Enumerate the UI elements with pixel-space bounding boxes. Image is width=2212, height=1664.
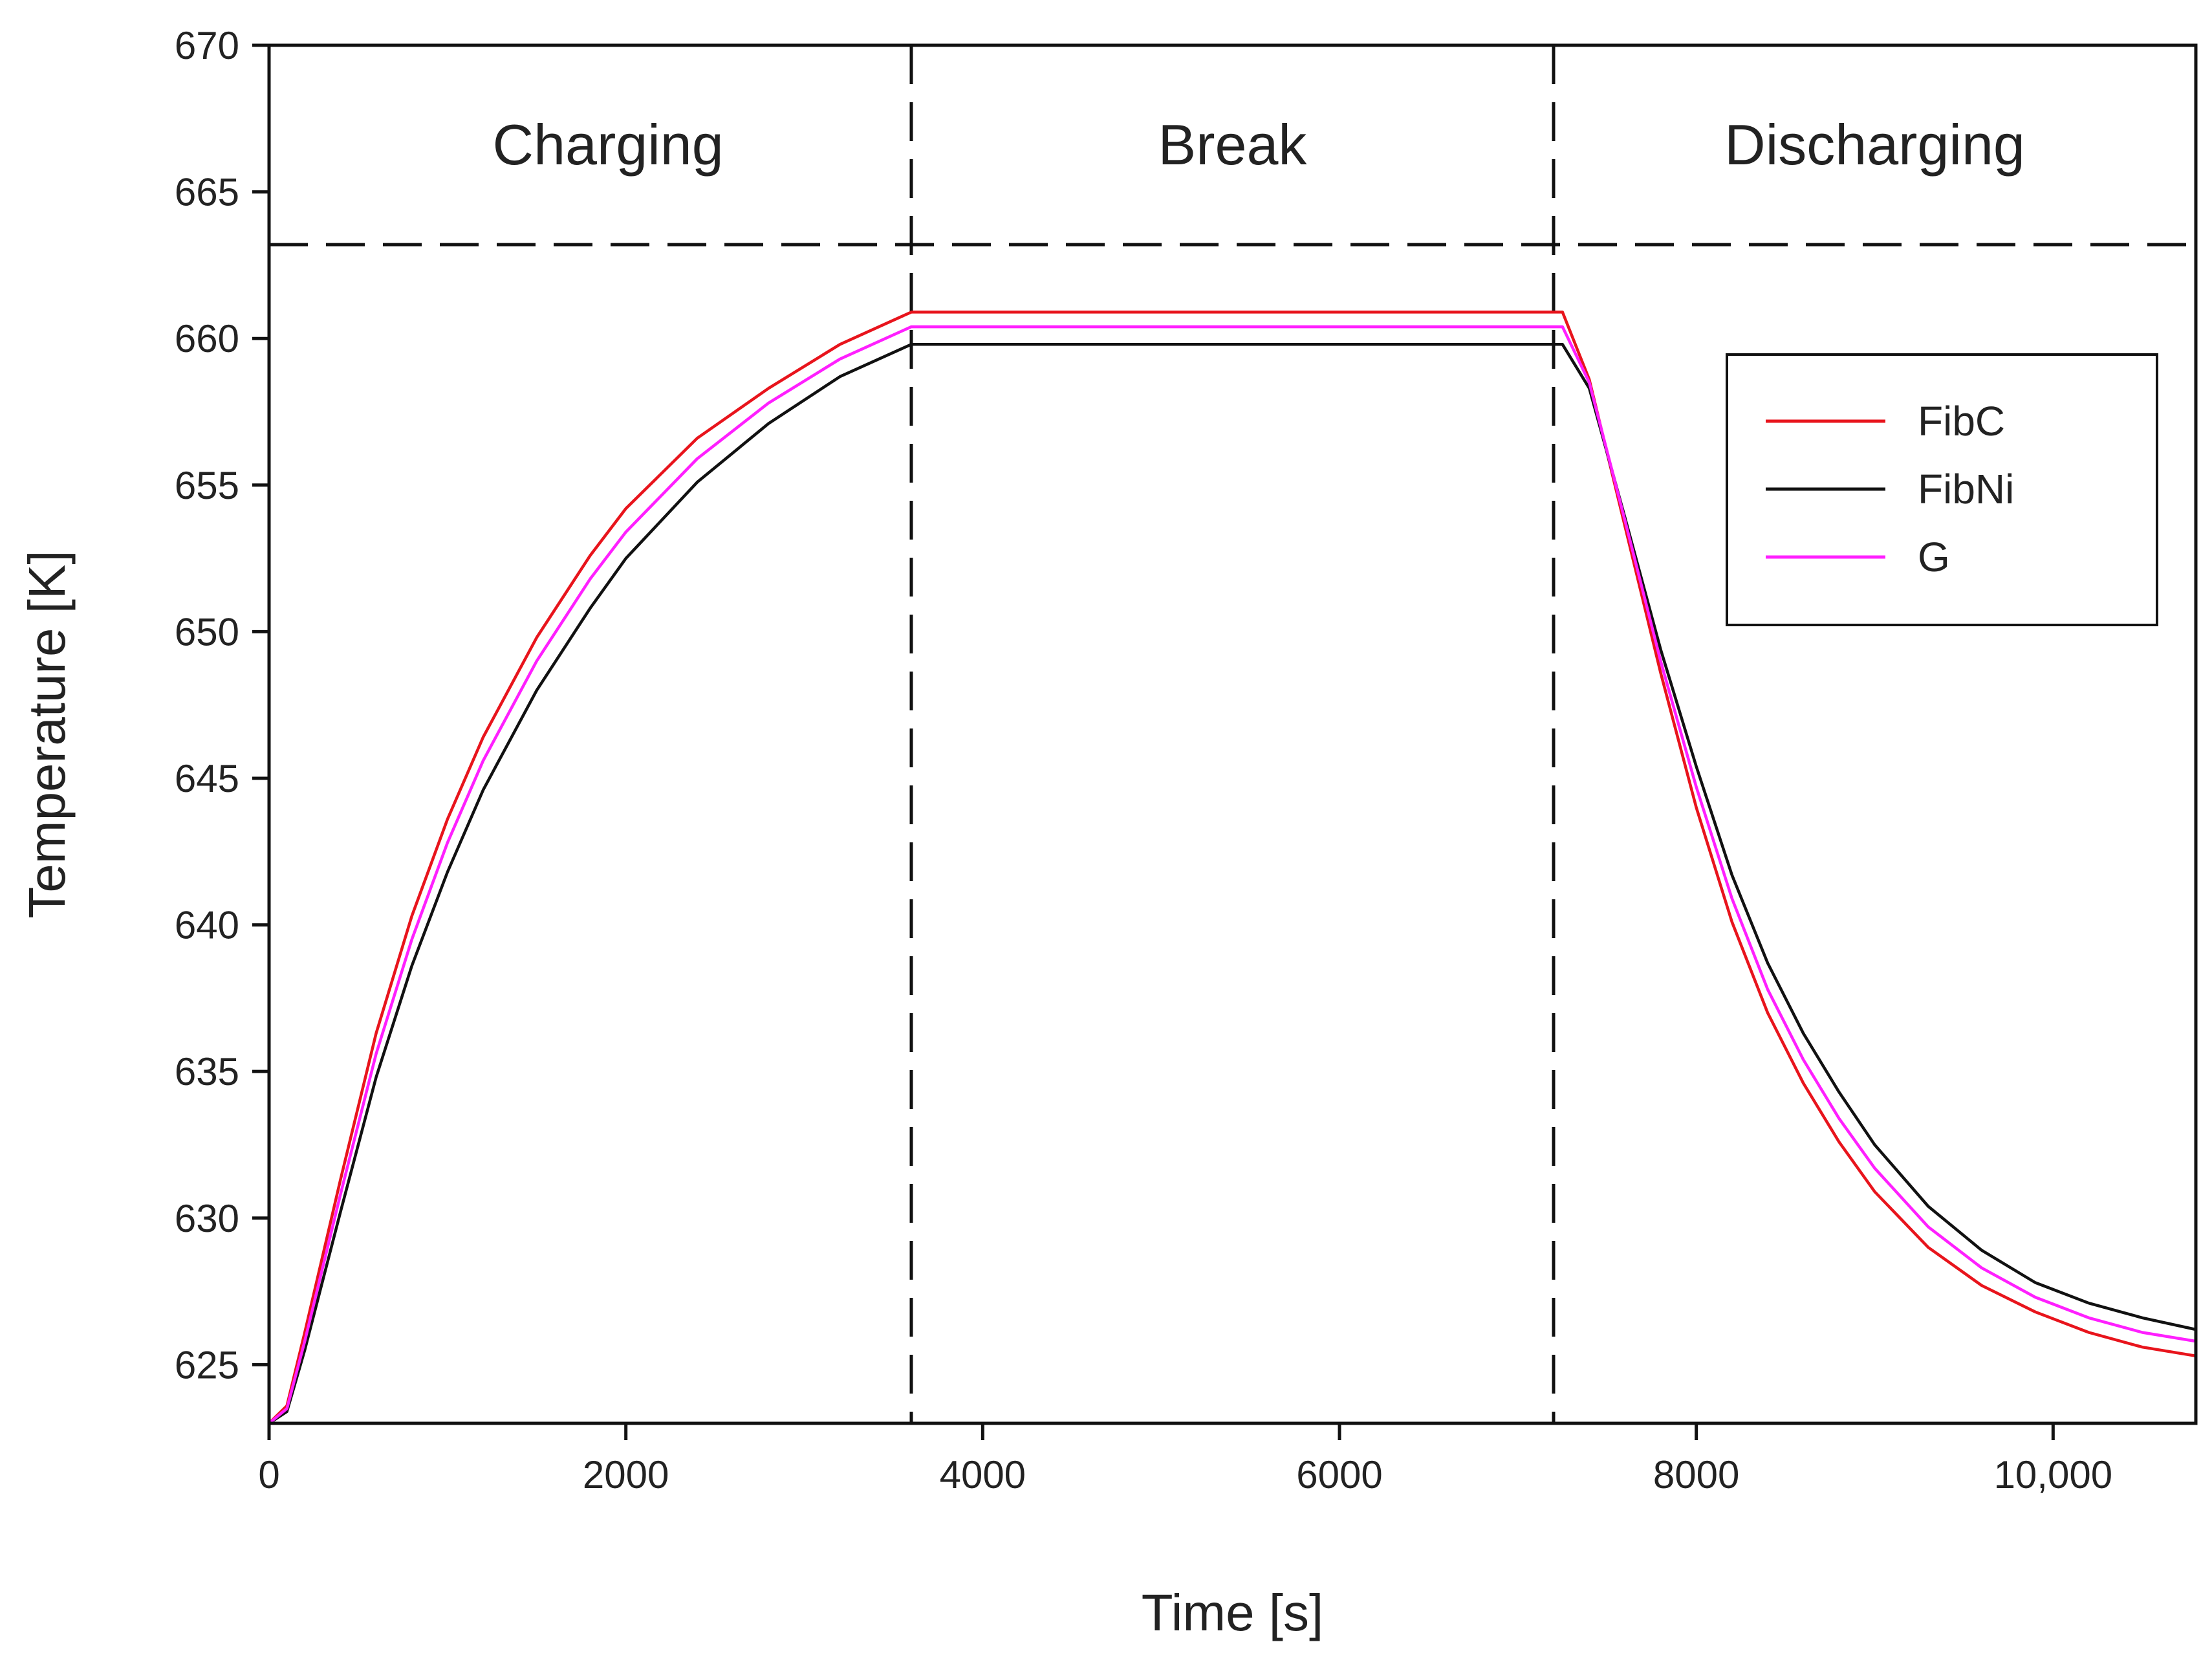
y-tick-label: 665: [175, 171, 239, 214]
phase-label-break: Break: [1158, 113, 1308, 177]
legend-label-fibni: FibNi: [1918, 466, 2014, 512]
x-tick-label: 0: [258, 1453, 279, 1496]
x-axis-title: Time [s]: [1142, 1584, 1323, 1641]
series-line-fibni: [267, 343, 2198, 1425]
x-tick-label: 8000: [1653, 1453, 1739, 1496]
legend-label-g: G: [1918, 534, 1950, 580]
x-tick-label: 4000: [940, 1453, 1026, 1496]
y-tick-label: 630: [175, 1197, 239, 1240]
y-tick-label: 670: [175, 24, 239, 67]
legend: FibC FibNi G: [1726, 353, 2158, 626]
y-tick-label: 645: [175, 757, 239, 800]
y-tick-label: 640: [175, 904, 239, 947]
legend-label-fibc: FibC: [1918, 398, 2005, 444]
x-tick-label: 2000: [583, 1453, 669, 1496]
y-tick-label: 635: [175, 1050, 239, 1093]
y-axis: 625 630 635 640 645 650 655 660 665 670: [175, 24, 269, 1386]
phase-label-charging: Charging: [493, 113, 724, 177]
phase-labels: Charging Break Discharging: [493, 113, 2025, 177]
y-tick-label: 660: [175, 317, 239, 360]
y-tick-label: 625: [175, 1343, 239, 1386]
series-line-g: [267, 325, 2198, 1425]
series-line-fibc: [267, 311, 2198, 1425]
x-tick-label: 10,000: [1994, 1453, 2113, 1496]
phase-dividers: [269, 45, 2196, 1423]
plot-area-frame: [267, 43, 2198, 1425]
y-axis-title: Temperature [K]: [18, 550, 76, 918]
y-tick-label: 655: [175, 464, 239, 507]
y-tick-label: 650: [175, 610, 239, 653]
x-axis: 0 2000 4000 6000 8000 10,000: [258, 1423, 2112, 1496]
x-tick-label: 6000: [1296, 1453, 1382, 1496]
series-lines: [267, 311, 2198, 1425]
phase-label-discharging: Discharging: [1724, 113, 2025, 177]
